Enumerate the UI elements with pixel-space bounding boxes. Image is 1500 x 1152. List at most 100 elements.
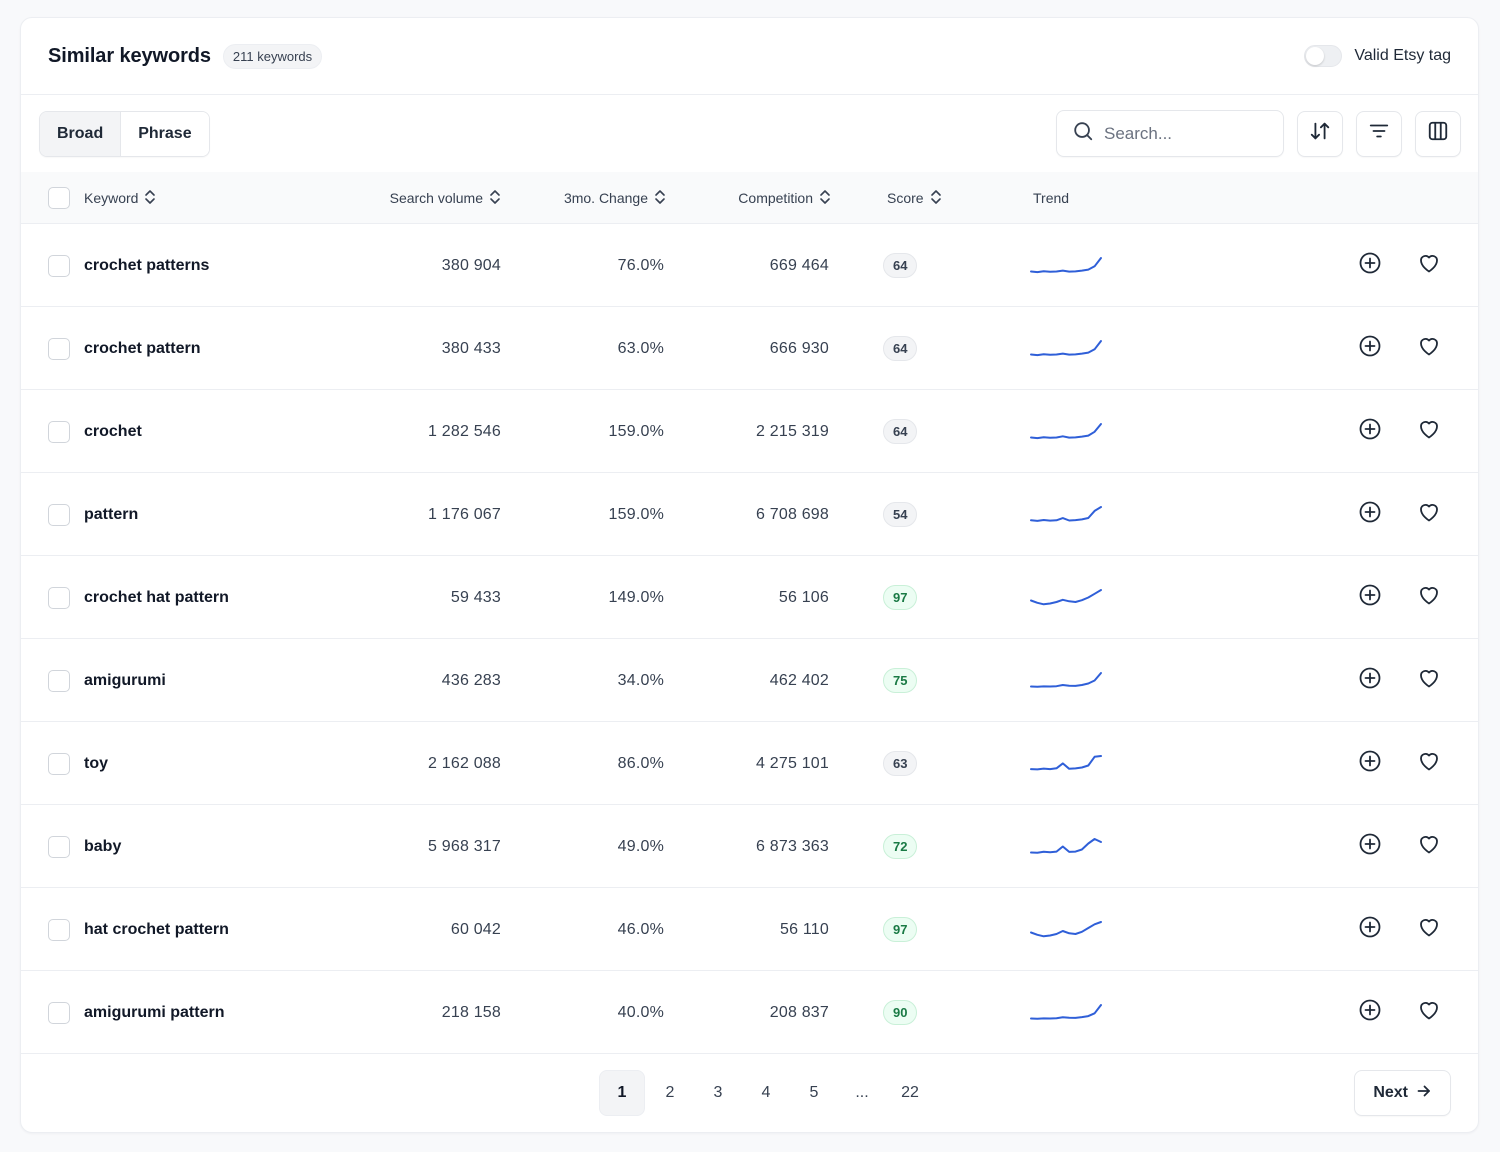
score-cell: 54 <box>883 473 918 556</box>
column-header-search-volume[interactable]: Search volume <box>321 172 501 224</box>
page-2-button[interactable]: 2 <box>665 1084 675 1101</box>
column-header-competition[interactable]: Competition <box>666 172 831 224</box>
favorite-keyword-button[interactable] <box>1414 334 1444 364</box>
add-action-cell <box>1355 971 1385 1054</box>
match-type-phrase-button[interactable]: Phrase <box>120 111 209 156</box>
page-1-button[interactable]: 1 <box>599 1070 645 1116</box>
add-keyword-button[interactable] <box>1355 251 1385 281</box>
row-checkbox[interactable] <box>48 1001 70 1024</box>
score-badge: 63 <box>883 751 918 776</box>
search-input[interactable] <box>1104 123 1264 144</box>
keyword-cell: hat crochet pattern <box>84 888 229 971</box>
table-row: crochet hat pattern 59 433 149.0% 56 106… <box>21 556 1478 639</box>
keyword-cell: crochet hat pattern <box>84 556 229 639</box>
column-header-label: Score <box>887 190 924 206</box>
add-action-cell <box>1355 224 1385 307</box>
add-keyword-button[interactable] <box>1355 749 1385 779</box>
select-all-checkbox[interactable] <box>48 187 70 209</box>
keyword-count-badge: 211 keywords <box>222 43 323 69</box>
row-checkbox[interactable] <box>48 503 70 526</box>
favorite-keyword-button[interactable] <box>1414 417 1444 447</box>
favorite-keyword-button[interactable] <box>1414 500 1444 530</box>
add-keyword-button[interactable] <box>1355 417 1385 447</box>
page-4-button[interactable]: 4 <box>761 1084 771 1101</box>
table-row: hat crochet pattern 60 042 46.0% 56 110 … <box>21 888 1478 971</box>
favorite-keyword-button[interactable] <box>1414 832 1444 862</box>
plus-circle-icon <box>1358 251 1382 280</box>
page-list: 1 2 3 4 5... 22 <box>599 1070 933 1116</box>
competition-cell: 208 837 <box>666 971 829 1054</box>
sort-chevrons-icon <box>144 189 156 208</box>
favorite-keyword-button[interactable] <box>1414 251 1444 281</box>
score-cell: 63 <box>883 722 918 805</box>
add-action-cell <box>1355 722 1385 805</box>
change-cell: 46.0% <box>501 888 664 971</box>
heart-icon <box>1417 749 1441 778</box>
column-header-3mo-change[interactable]: 3mo. Change <box>501 172 666 224</box>
table-row: crochet pattern 380 433 63.0% 666 930 64 <box>21 307 1478 390</box>
favorite-keyword-button[interactable] <box>1414 666 1444 696</box>
search-volume-value: 380 904 <box>441 256 501 274</box>
row-checkbox[interactable] <box>48 420 70 443</box>
search-volume-cell: 1 282 546 <box>321 390 501 473</box>
change-value: 49.0% <box>617 837 664 855</box>
keyword-text: toy <box>84 754 108 772</box>
row-checkbox[interactable] <box>48 254 70 277</box>
row-select-cell <box>48 722 70 805</box>
keyword-cell: toy <box>84 722 108 805</box>
favorite-keyword-button[interactable] <box>1414 749 1444 779</box>
column-header-score[interactable]: Score <box>887 172 942 224</box>
score-badge: 90 <box>883 1000 918 1025</box>
row-checkbox[interactable] <box>48 918 70 941</box>
score-cell: 97 <box>883 556 918 639</box>
keyword-text: hat crochet pattern <box>84 920 229 938</box>
search-icon <box>1072 120 1094 147</box>
add-keyword-button[interactable] <box>1355 666 1385 696</box>
next-page-button[interactable]: Next <box>1354 1070 1451 1116</box>
filter-button[interactable] <box>1356 110 1402 157</box>
match-type-broad-button[interactable]: Broad <box>40 111 121 156</box>
plus-circle-icon <box>1358 417 1382 446</box>
page-3-button[interactable]: 3 <box>713 1084 723 1101</box>
keyword-text: crochet <box>84 422 142 440</box>
sort-chevrons-icon <box>819 189 831 208</box>
page-22-button[interactable]: 22 <box>901 1084 919 1101</box>
add-keyword-button[interactable] <box>1355 998 1385 1028</box>
row-checkbox[interactable] <box>48 586 70 609</box>
change-cell: 159.0% <box>501 390 664 473</box>
favorite-keyword-button[interactable] <box>1414 583 1444 613</box>
row-checkbox[interactable] <box>48 835 70 858</box>
row-checkbox[interactable] <box>48 337 70 360</box>
page-ellipsis: ... <box>855 1084 869 1101</box>
column-header-keyword[interactable]: Keyword <box>84 172 156 224</box>
row-checkbox[interactable] <box>48 752 70 775</box>
search-volume-value: 2 162 088 <box>428 754 501 772</box>
add-action-cell <box>1355 639 1385 722</box>
toolbar-tools <box>1056 110 1461 157</box>
sort-button[interactable] <box>1297 110 1343 157</box>
score-cell: 75 <box>883 639 918 722</box>
trend-cell <box>1029 971 1105 1054</box>
heart-icon <box>1417 915 1441 944</box>
add-keyword-button[interactable] <box>1355 915 1385 945</box>
add-keyword-button[interactable] <box>1355 334 1385 364</box>
change-value: 40.0% <box>617 1003 664 1021</box>
plus-circle-icon <box>1358 749 1382 778</box>
add-keyword-button[interactable] <box>1355 583 1385 613</box>
add-keyword-button[interactable] <box>1355 500 1385 530</box>
favorite-keyword-button[interactable] <box>1414 998 1444 1028</box>
add-action-cell <box>1355 805 1385 888</box>
trend-line <box>1030 256 1102 273</box>
keyword-text: crochet hat pattern <box>84 588 229 606</box>
columns-button[interactable] <box>1415 110 1461 157</box>
favorite-keyword-button[interactable] <box>1414 915 1444 945</box>
row-checkbox[interactable] <box>48 669 70 692</box>
score-cell: 90 <box>883 971 918 1054</box>
add-keyword-button[interactable] <box>1355 832 1385 862</box>
valid-etsy-tag-toggle[interactable] <box>1304 45 1343 67</box>
keyword-cell: baby <box>84 805 121 888</box>
page-5-button[interactable]: 5 <box>809 1084 819 1101</box>
row-select-cell <box>48 888 70 971</box>
trend-cell <box>1029 722 1105 805</box>
favorite-action-cell <box>1414 556 1444 639</box>
